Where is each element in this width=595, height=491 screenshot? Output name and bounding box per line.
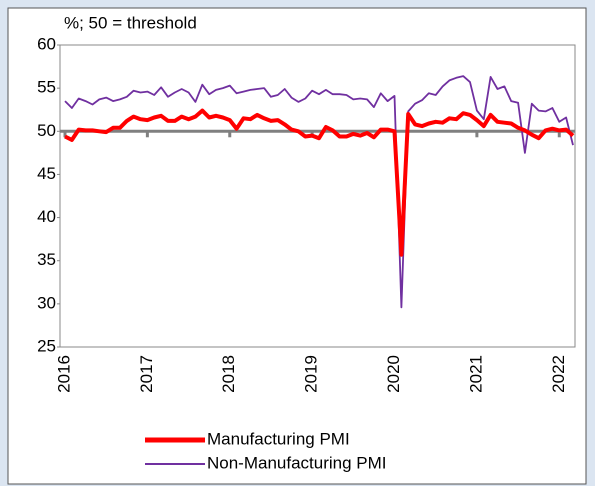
legend-label: Manufacturing PMI xyxy=(207,429,350,448)
series-line xyxy=(64,75,574,309)
y-tick-label: 35 xyxy=(37,250,56,269)
series-line xyxy=(64,108,575,257)
x-tick-label: 2018 xyxy=(219,355,238,393)
legend-label: Non-Manufacturing PMI xyxy=(207,453,387,472)
chart-title: %; 50 = threshold xyxy=(64,13,197,32)
x-tick-label: 2022 xyxy=(549,355,568,393)
y-tick-label: 45 xyxy=(37,164,56,183)
x-tick-label: 2017 xyxy=(137,355,156,393)
chart-area xyxy=(7,7,587,485)
y-tick-label: 55 xyxy=(37,78,56,97)
y-tick-label: 50 xyxy=(37,121,56,140)
x-tick-label: 2019 xyxy=(302,355,321,393)
y-tick-label: 40 xyxy=(37,207,56,226)
y-tick-label: 30 xyxy=(37,293,56,312)
x-tick-label: 2021 xyxy=(466,355,485,393)
y-tick-label: 25 xyxy=(37,336,56,355)
x-tick-label: 2020 xyxy=(384,355,403,393)
y-tick-label: 60 xyxy=(37,34,56,53)
x-tick-label: 2016 xyxy=(54,355,73,393)
plot-frame xyxy=(59,44,576,348)
